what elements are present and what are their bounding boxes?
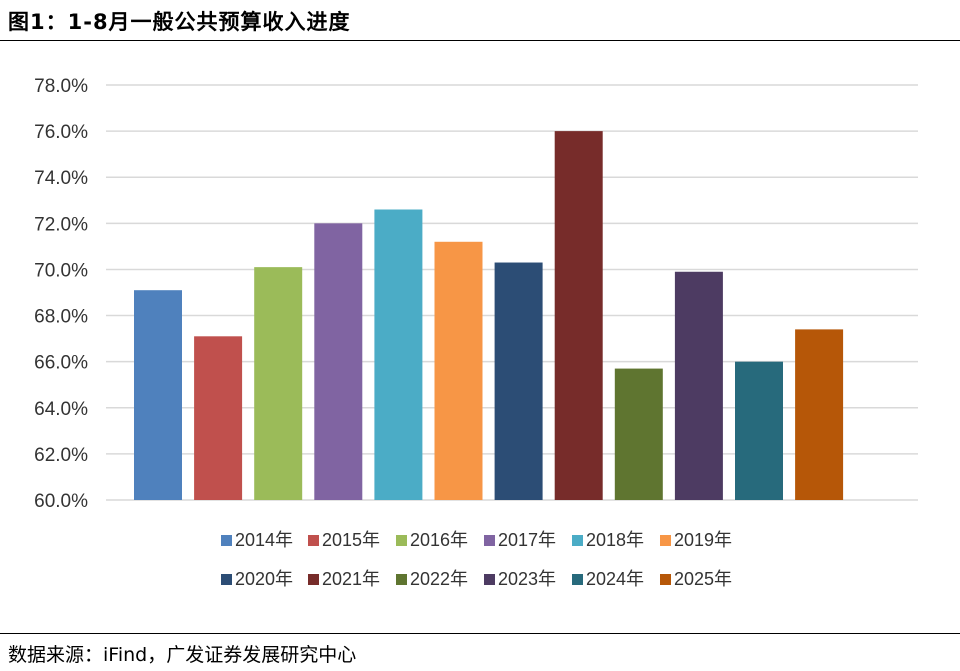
bar-chart: 60.0% 62.0% 64.0% 66.0% 68.0% 70.0% 72.0% 74.0%… [34, 76, 918, 589]
bar-2025 [795, 329, 844, 500]
y-tick-label: 78.0% [34, 76, 88, 97]
y-tick-label: 72.0% [34, 214, 88, 235]
legend-swatch [572, 535, 583, 546]
bottom-divider [0, 633, 960, 634]
y-tick-label: 60.0% [34, 491, 88, 512]
legend-swatch [396, 535, 407, 546]
bar-2019 [434, 241, 483, 500]
bar-2018 [374, 209, 423, 500]
figure-title: 图1：1-8月一般公共预算收入进度 [8, 10, 351, 34]
legend-swatch [572, 574, 583, 585]
legend-label: 2020年 [235, 569, 293, 589]
bars [134, 131, 844, 501]
legend-label: 2024年 [586, 569, 644, 589]
bar-2023 [674, 271, 723, 500]
legend-label: 2025年 [674, 569, 732, 589]
y-tick-label: 70.0% [34, 260, 88, 281]
legend: 2014年 2015年 2016年 2017年 2018年 2019年 2020年 2021年… [221, 530, 732, 589]
legend-swatch [396, 574, 407, 585]
bar-2015 [194, 336, 243, 500]
bar-2017 [314, 223, 363, 501]
legend-swatch [484, 535, 495, 546]
legend-label: 2018年 [586, 530, 644, 550]
y-tick-label: 62.0% [34, 445, 88, 466]
y-tick-label: 66.0% [34, 353, 88, 374]
legend-label: 2015年 [322, 530, 380, 550]
y-tick-label: 64.0% [34, 399, 88, 420]
legend-label: 2021年 [322, 569, 380, 589]
legend-swatch [221, 574, 232, 585]
legend-swatch [660, 535, 671, 546]
source-note: 数据来源：iFind，广发证券发展研究中心 [8, 644, 357, 666]
legend-label: 2014年 [235, 530, 293, 550]
legend-label: 2019年 [674, 530, 732, 550]
legend-swatch [660, 574, 671, 585]
y-tick-label: 68.0% [34, 307, 88, 328]
y-axis-labels: 60.0% 62.0% 64.0% 66.0% 68.0% 70.0% 72.0% 74.0%… [34, 76, 88, 512]
legend-label: 2023年 [498, 569, 556, 589]
legend-label: 2022年 [410, 569, 468, 589]
legend-swatch [308, 535, 319, 546]
bar-2016 [254, 267, 303, 500]
bar-2014 [134, 290, 182, 500]
legend-label: 2016年 [410, 530, 468, 550]
y-tick-label: 74.0% [34, 168, 88, 189]
legend-swatch [308, 574, 319, 585]
bar-2022 [614, 368, 663, 500]
bar-2020 [494, 262, 543, 500]
y-tick-label: 76.0% [34, 122, 88, 143]
bar-2024 [735, 361, 783, 500]
bar-2021 [554, 131, 603, 500]
top-divider [0, 40, 960, 41]
legend-swatch [484, 574, 495, 585]
legend-label: 2017年 [498, 530, 556, 550]
legend-swatch [221, 535, 232, 546]
